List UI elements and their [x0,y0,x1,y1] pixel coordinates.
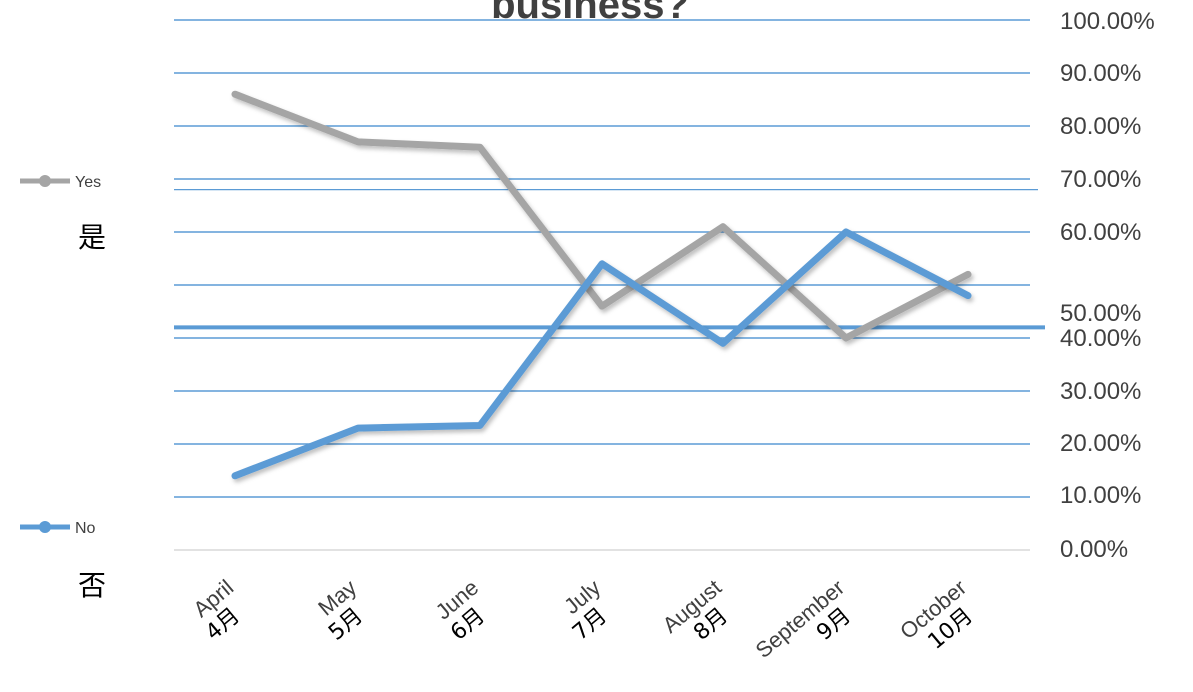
y-tick-label: 70.00% [1060,166,1141,193]
legend-label-cn: 否 [78,569,106,602]
y-tick-label: 60.00% [1060,219,1141,246]
y-tick-label: 0.00% [1060,536,1128,563]
chart-title: business? [491,0,689,27]
y-tick-label: 20.00% [1060,430,1141,457]
y-tick-label: 50.00% [1060,300,1141,327]
series-line-yes [231,90,972,342]
y-tick-label: 90.00% [1060,60,1141,87]
series-line-no [231,228,972,480]
legend-label-cn: 是 [78,221,106,254]
y-tick-label: 10.00% [1060,482,1141,509]
y-tick-label: 80.00% [1060,113,1141,140]
legend: Yes 是 No 否 [20,174,106,602]
legend-swatch-marker [39,175,51,187]
gridlines [174,19,1045,551]
series-lines [231,90,972,480]
y-tick-label: 100.00% [1060,8,1155,35]
y-axis-ticks: 100.00% 90.00% 80.00% 70.00% 60.00% 50.00%40.… [1060,8,1155,563]
legend-swatch-marker [39,521,51,533]
legend-label: No [75,520,96,537]
y-tick-label: 30.00% [1060,378,1141,405]
y-tick-label: 40.00% [1060,325,1141,352]
legend-label: Yes [75,174,101,191]
